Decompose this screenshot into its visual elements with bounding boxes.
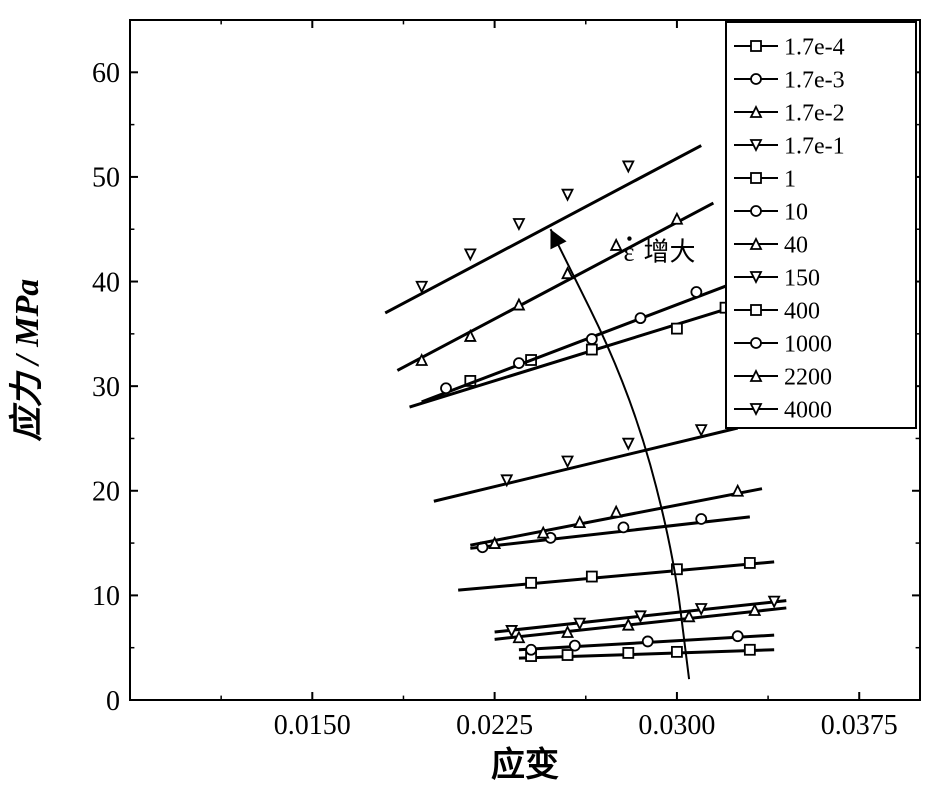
series bbox=[495, 597, 787, 636]
series-line bbox=[397, 203, 713, 370]
series-marker bbox=[514, 219, 524, 229]
legend-label: 400 bbox=[784, 298, 820, 324]
annotation-dot bbox=[627, 236, 631, 240]
series-marker bbox=[563, 650, 573, 660]
series-marker bbox=[623, 620, 633, 630]
series-marker bbox=[514, 300, 524, 310]
series-marker bbox=[733, 486, 743, 496]
series-marker bbox=[672, 214, 682, 224]
series-line bbox=[385, 146, 701, 313]
series-line bbox=[470, 517, 750, 548]
series-marker bbox=[575, 517, 585, 527]
series-marker bbox=[623, 439, 633, 449]
x-tick-label: 0.0150 bbox=[274, 710, 351, 741]
y-tick-label: 10 bbox=[92, 581, 120, 612]
series-line bbox=[410, 306, 738, 407]
series-marker bbox=[672, 324, 682, 334]
series-marker bbox=[587, 572, 597, 582]
series-marker bbox=[618, 522, 628, 532]
legend-label: 1.7e-3 bbox=[784, 67, 845, 93]
series-marker bbox=[696, 425, 706, 435]
series-marker bbox=[587, 345, 597, 355]
y-tick-label: 20 bbox=[92, 477, 120, 508]
series-marker bbox=[465, 249, 475, 259]
series-marker bbox=[507, 626, 517, 636]
series bbox=[385, 146, 701, 313]
trend-arrow-curve bbox=[551, 229, 690, 679]
series-marker bbox=[563, 190, 573, 200]
series-marker bbox=[691, 287, 701, 297]
y-tick-label: 60 bbox=[92, 58, 120, 89]
series-marker bbox=[611, 507, 621, 517]
y-axis-label: 应力 / MPa bbox=[8, 279, 46, 442]
annotation-text: 增大 bbox=[643, 238, 695, 267]
x-tick-label: 0.0375 bbox=[821, 710, 898, 741]
legend-label: 1.7e-1 bbox=[784, 133, 845, 159]
series-marker bbox=[563, 456, 573, 466]
series bbox=[470, 486, 762, 548]
series-marker bbox=[563, 627, 573, 637]
series-marker bbox=[575, 619, 585, 629]
series-line bbox=[434, 428, 738, 501]
legend-label: 150 bbox=[784, 265, 820, 291]
series-line bbox=[458, 562, 774, 590]
annotation-epsilon: ε bbox=[623, 238, 634, 267]
series-marker bbox=[587, 334, 597, 344]
series-marker bbox=[696, 514, 706, 524]
series-marker bbox=[570, 641, 580, 651]
series-line bbox=[519, 650, 774, 658]
series bbox=[434, 425, 738, 501]
series-marker bbox=[733, 631, 743, 641]
series bbox=[458, 558, 774, 590]
chart-container: 0.0150 0.0225 0.0300 0.0375 0 10 20 30 40 50 60 应力 … bbox=[0, 0, 947, 791]
series-marker bbox=[611, 240, 621, 250]
series-marker bbox=[514, 632, 524, 642]
legend-label: 1.7e-2 bbox=[784, 100, 845, 126]
series-marker bbox=[696, 604, 706, 614]
series-marker bbox=[745, 645, 755, 655]
legend-label: 1.7e-4 bbox=[784, 34, 845, 60]
series bbox=[470, 514, 750, 552]
series-marker bbox=[745, 558, 755, 568]
series-marker bbox=[526, 645, 536, 655]
legend-marker bbox=[751, 74, 761, 84]
series-marker bbox=[769, 597, 779, 607]
legend-marker bbox=[751, 338, 761, 348]
chart-svg: 0.0150 0.0225 0.0300 0.0375 0 10 20 30 40 50 60 应力 … bbox=[0, 0, 947, 791]
legend-marker bbox=[751, 173, 761, 183]
legend-marker bbox=[751, 206, 761, 216]
series-marker bbox=[635, 313, 645, 323]
x-axis-label: 应变 bbox=[491, 746, 559, 784]
y-tick-label: 30 bbox=[92, 372, 120, 403]
y-tick-label: 40 bbox=[92, 267, 120, 298]
series-marker bbox=[623, 161, 633, 171]
legend-marker bbox=[751, 41, 761, 51]
legend-label: 40 bbox=[784, 232, 808, 258]
legend-label: 10 bbox=[784, 199, 808, 225]
x-tick-label: 0.0225 bbox=[456, 710, 533, 741]
series-marker bbox=[672, 647, 682, 657]
series-marker bbox=[643, 636, 653, 646]
series-marker bbox=[623, 648, 633, 658]
legend-label: 4000 bbox=[784, 397, 832, 423]
series-marker bbox=[526, 578, 536, 588]
series bbox=[397, 203, 713, 370]
series bbox=[410, 303, 738, 407]
legend-label: 1000 bbox=[784, 331, 832, 357]
x-tick-label: 0.0300 bbox=[638, 710, 715, 741]
series-marker bbox=[441, 383, 451, 393]
series-marker bbox=[514, 358, 524, 368]
y-tick-label: 50 bbox=[92, 163, 120, 194]
series-marker bbox=[750, 605, 760, 615]
legend-marker bbox=[751, 305, 761, 315]
series-marker bbox=[635, 611, 645, 621]
legend-label: 1 bbox=[784, 166, 796, 192]
y-tick-label: 0 bbox=[106, 686, 120, 717]
legend-label: 2200 bbox=[784, 364, 832, 390]
